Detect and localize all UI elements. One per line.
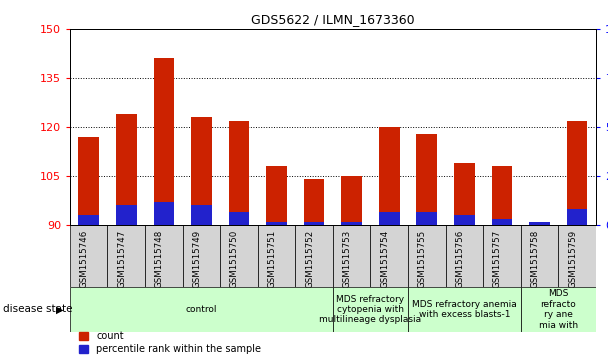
Bar	[333, 225, 370, 287]
Text: GSM1515753: GSM1515753	[343, 230, 351, 288]
Bar	[341, 222, 362, 225]
Bar	[492, 219, 513, 225]
Bar	[416, 134, 437, 225]
Bar	[529, 222, 550, 225]
Text: GSM1515759: GSM1515759	[568, 230, 577, 288]
Text: GSM1515755: GSM1515755	[418, 230, 427, 288]
Text: GSM1515747: GSM1515747	[117, 230, 126, 288]
Bar	[116, 114, 137, 225]
Bar	[483, 225, 520, 287]
Bar	[529, 222, 550, 225]
Bar	[70, 225, 108, 287]
Bar	[520, 287, 596, 332]
Text: GSM1515750: GSM1515750	[230, 230, 239, 288]
Text: ▶: ▶	[56, 304, 63, 314]
Bar	[567, 209, 587, 225]
Text: GSM1515746: GSM1515746	[80, 230, 89, 288]
Bar	[408, 225, 446, 287]
Bar	[408, 287, 520, 332]
Bar	[304, 179, 325, 225]
Bar	[266, 166, 287, 225]
Bar	[182, 225, 220, 287]
Bar	[341, 176, 362, 225]
Bar	[266, 222, 287, 225]
Bar	[108, 225, 145, 287]
Bar	[116, 205, 137, 225]
Bar	[191, 117, 212, 225]
Text: GSM1515748: GSM1515748	[155, 230, 164, 288]
Text: GSM1515754: GSM1515754	[380, 230, 389, 288]
Text: GSM1515756: GSM1515756	[455, 230, 465, 288]
Bar	[153, 58, 174, 225]
Bar	[191, 205, 212, 225]
Bar	[370, 225, 408, 287]
Bar	[78, 137, 99, 225]
Bar	[304, 222, 325, 225]
Title: GDS5622 / ILMN_1673360: GDS5622 / ILMN_1673360	[251, 13, 415, 26]
Bar	[379, 127, 399, 225]
Bar	[220, 225, 258, 287]
Bar	[416, 212, 437, 225]
Bar	[145, 225, 182, 287]
Bar	[258, 225, 295, 287]
Bar	[78, 215, 99, 225]
Bar	[153, 202, 174, 225]
Text: MDS refractory anemia
with excess blasts-1: MDS refractory anemia with excess blasts…	[412, 300, 517, 319]
Text: control: control	[185, 305, 217, 314]
Bar	[333, 287, 408, 332]
Bar	[558, 225, 596, 287]
Text: GSM1515749: GSM1515749	[192, 230, 201, 288]
Legend: count, percentile rank within the sample: count, percentile rank within the sample	[75, 327, 265, 358]
Text: GSM1515752: GSM1515752	[305, 230, 314, 288]
Bar	[70, 287, 333, 332]
Bar	[454, 163, 475, 225]
Bar	[520, 225, 558, 287]
Text: MDS
refracto
ry ane
mia with: MDS refracto ry ane mia with	[539, 289, 578, 330]
Text: disease state: disease state	[3, 304, 72, 314]
Bar	[492, 166, 513, 225]
Text: MDS refractory
cytopenia with
multilineage dysplasia: MDS refractory cytopenia with multilinea…	[319, 294, 421, 325]
Bar	[229, 212, 249, 225]
Text: GSM1515751: GSM1515751	[268, 230, 277, 288]
Bar	[229, 121, 249, 225]
Text: GSM1515757: GSM1515757	[493, 230, 502, 288]
Bar	[295, 225, 333, 287]
Bar	[379, 212, 399, 225]
Text: GSM1515758: GSM1515758	[531, 230, 539, 288]
Bar	[454, 215, 475, 225]
Bar	[446, 225, 483, 287]
Bar	[567, 121, 587, 225]
